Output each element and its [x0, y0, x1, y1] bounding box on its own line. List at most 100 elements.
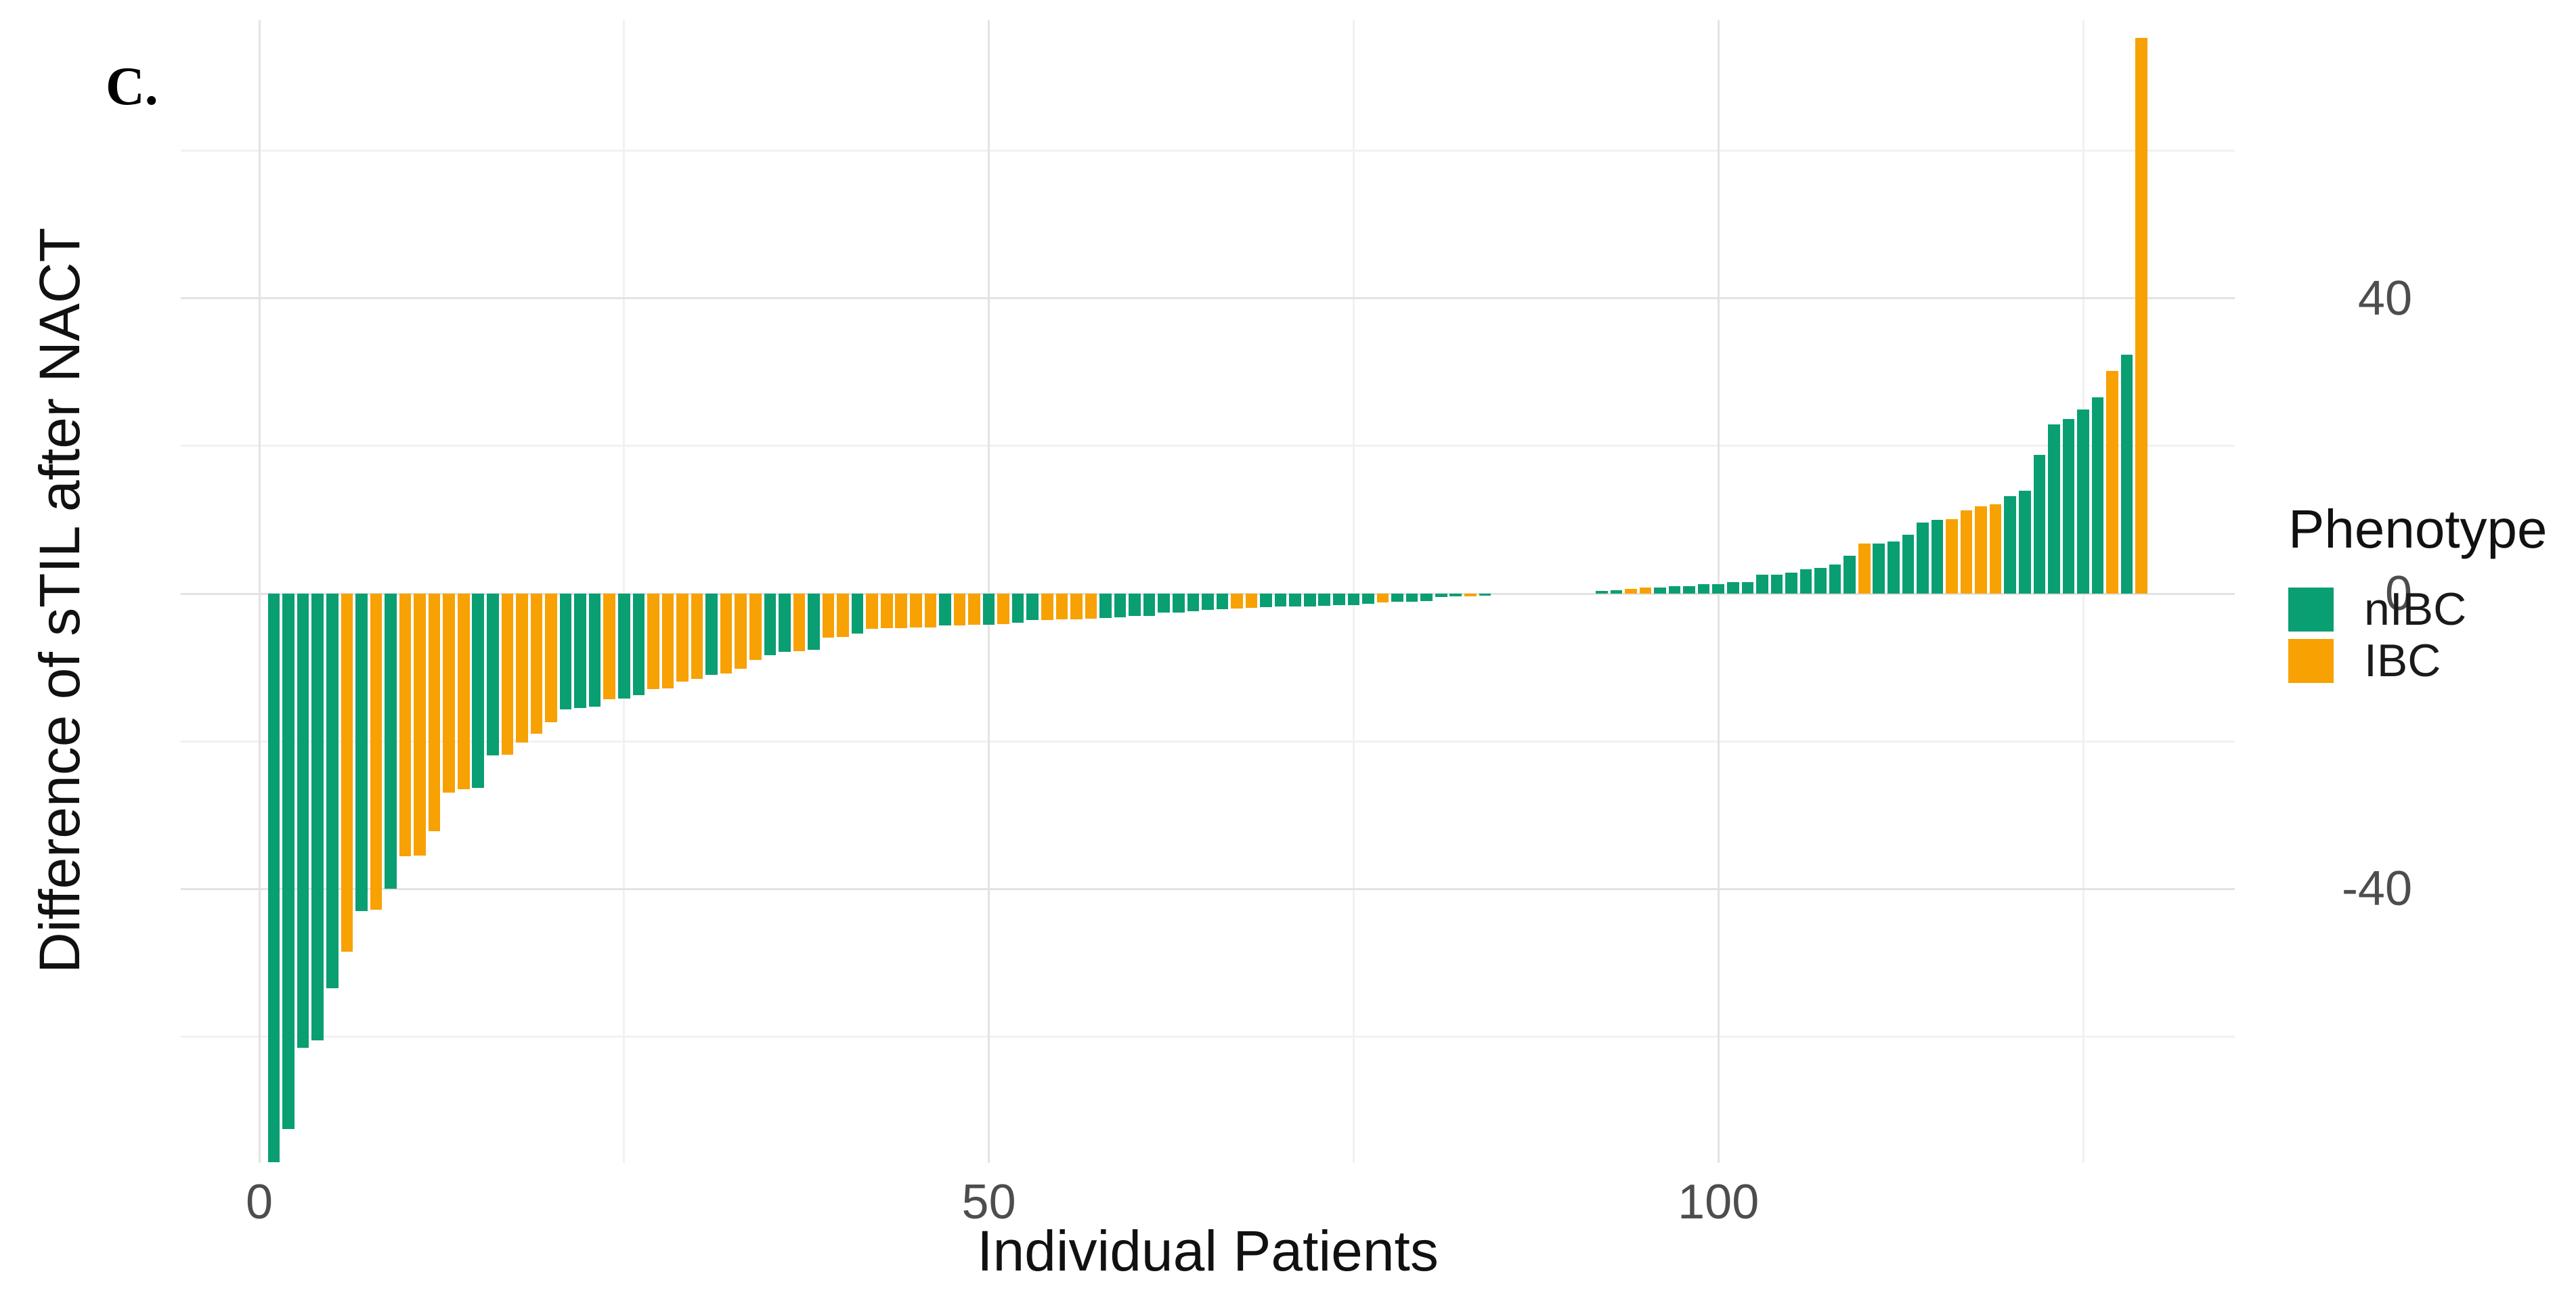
patient-bar: [735, 594, 747, 669]
patient-bar: [1814, 567, 1827, 594]
y-major-gridline: [181, 297, 2235, 300]
patient-bar: [1231, 594, 1243, 609]
patient-bar: [808, 594, 820, 650]
patient-bar: [1639, 588, 1652, 594]
patient-bar: [1902, 534, 1915, 594]
patient-bar: [1172, 594, 1185, 613]
patient-bar: [880, 594, 893, 629]
legend-item-nibc: nIBC: [2288, 586, 2548, 632]
patient-bar: [311, 594, 324, 1040]
patient-bar: [1770, 574, 1783, 594]
patient-bar: [953, 594, 966, 625]
patient-bar: [1187, 594, 1200, 612]
patient-bar: [647, 594, 659, 689]
patient-bar: [574, 594, 586, 709]
patient-bar: [530, 594, 543, 734]
y-axis-title: Difference of sTIL after NACT: [28, 227, 91, 973]
patient-bar: [1114, 594, 1127, 617]
patient-bar: [2018, 491, 2031, 594]
patient-bar: [676, 594, 689, 682]
patient-bar: [1873, 543, 1885, 594]
patient-bar: [1799, 569, 1812, 594]
ibc-color-swatch: [2288, 638, 2334, 683]
x-major-gridline: [258, 20, 261, 1163]
patient-bar: [428, 594, 441, 832]
patient-bar: [793, 594, 806, 652]
patient-bar: [1303, 594, 1316, 606]
patient-bar: [1975, 506, 1987, 594]
x-major-gridline: [988, 20, 990, 1163]
patient-bar: [457, 594, 470, 789]
patient-bar: [341, 594, 353, 952]
x-axis-title: Individual Patients: [977, 1219, 1439, 1283]
patient-bar: [997, 594, 1009, 624]
patient-bar: [1011, 594, 1024, 623]
patient-bar: [1654, 588, 1666, 594]
patient-bar: [1741, 581, 1754, 594]
patient-bar: [355, 594, 368, 911]
patient-bar: [1464, 594, 1477, 597]
patient-bar: [1712, 583, 1724, 594]
patient-bar: [282, 594, 294, 1129]
patient-bar: [749, 594, 762, 661]
legend-item-ibc: IBC: [2288, 638, 2548, 684]
patient-bar: [837, 594, 849, 638]
patient-bar: [1449, 594, 1462, 597]
patient-bar: [764, 594, 777, 655]
chart-panel: [181, 20, 2235, 1163]
legend-label-ibc: IBC: [2364, 635, 2441, 686]
patient-bar: [399, 594, 412, 857]
patient-bar: [1697, 583, 1710, 594]
patient-bar: [1347, 594, 1360, 606]
patient-bar: [1683, 586, 1695, 594]
patient-bar: [822, 594, 835, 638]
patient-bar: [1420, 594, 1433, 601]
patient-bar: [632, 594, 645, 696]
patient-bar: [1245, 594, 1258, 608]
patient-bar: [1946, 518, 1958, 594]
patient-bar: [910, 594, 922, 628]
patient-bar: [2004, 496, 2017, 594]
patient-bar: [2091, 397, 2104, 594]
patient-bar: [1391, 594, 1403, 602]
patient-bar: [414, 594, 426, 856]
patient-bar: [1041, 594, 1053, 621]
patient-bar: [326, 594, 339, 989]
patient-bar: [1479, 594, 1491, 596]
patient-bar: [691, 594, 703, 680]
patient-bar: [661, 594, 674, 688]
y-minor-gridline: [181, 1035, 2235, 1038]
patient-bar: [1858, 543, 1871, 594]
patient-bar: [1333, 594, 1345, 606]
y-axis-tick-label: 0: [2384, 567, 2412, 621]
patient-bar: [603, 594, 616, 699]
patient-bar: [1289, 594, 1301, 606]
patient-bar: [559, 594, 572, 710]
y-axis-tick-label: 40: [2357, 271, 2412, 326]
patient-bar: [443, 594, 455, 793]
x-axis-tick-label: 50: [961, 1175, 1016, 1229]
patient-bar: [1026, 594, 1039, 621]
patient-bar: [370, 594, 383, 910]
patient-bar: [1158, 594, 1171, 613]
y-axis-tick-label: -40: [2341, 862, 2412, 916]
y-major-gridline: [181, 887, 2235, 890]
phenotype-legend: Phenotype nIBC IBC: [2288, 502, 2548, 689]
patient-bar: [2048, 424, 2060, 594]
patient-bar: [1931, 519, 1944, 594]
patient-bar: [1435, 594, 1447, 598]
patient-bar: [1070, 594, 1083, 620]
patient-bar: [618, 594, 630, 699]
patient-bar: [924, 594, 937, 628]
patient-bar: [1405, 594, 1418, 602]
patient-bar: [267, 594, 280, 1162]
patient-bar: [1085, 594, 1097, 619]
y-minor-gridline: [181, 150, 2235, 152]
patient-bar: [1917, 523, 1929, 594]
patient-bar: [2135, 37, 2147, 594]
patient-bar: [1274, 594, 1287, 607]
patient-bar: [1843, 556, 1856, 594]
patient-bar: [1726, 581, 1739, 594]
patient-bar: [588, 594, 601, 707]
